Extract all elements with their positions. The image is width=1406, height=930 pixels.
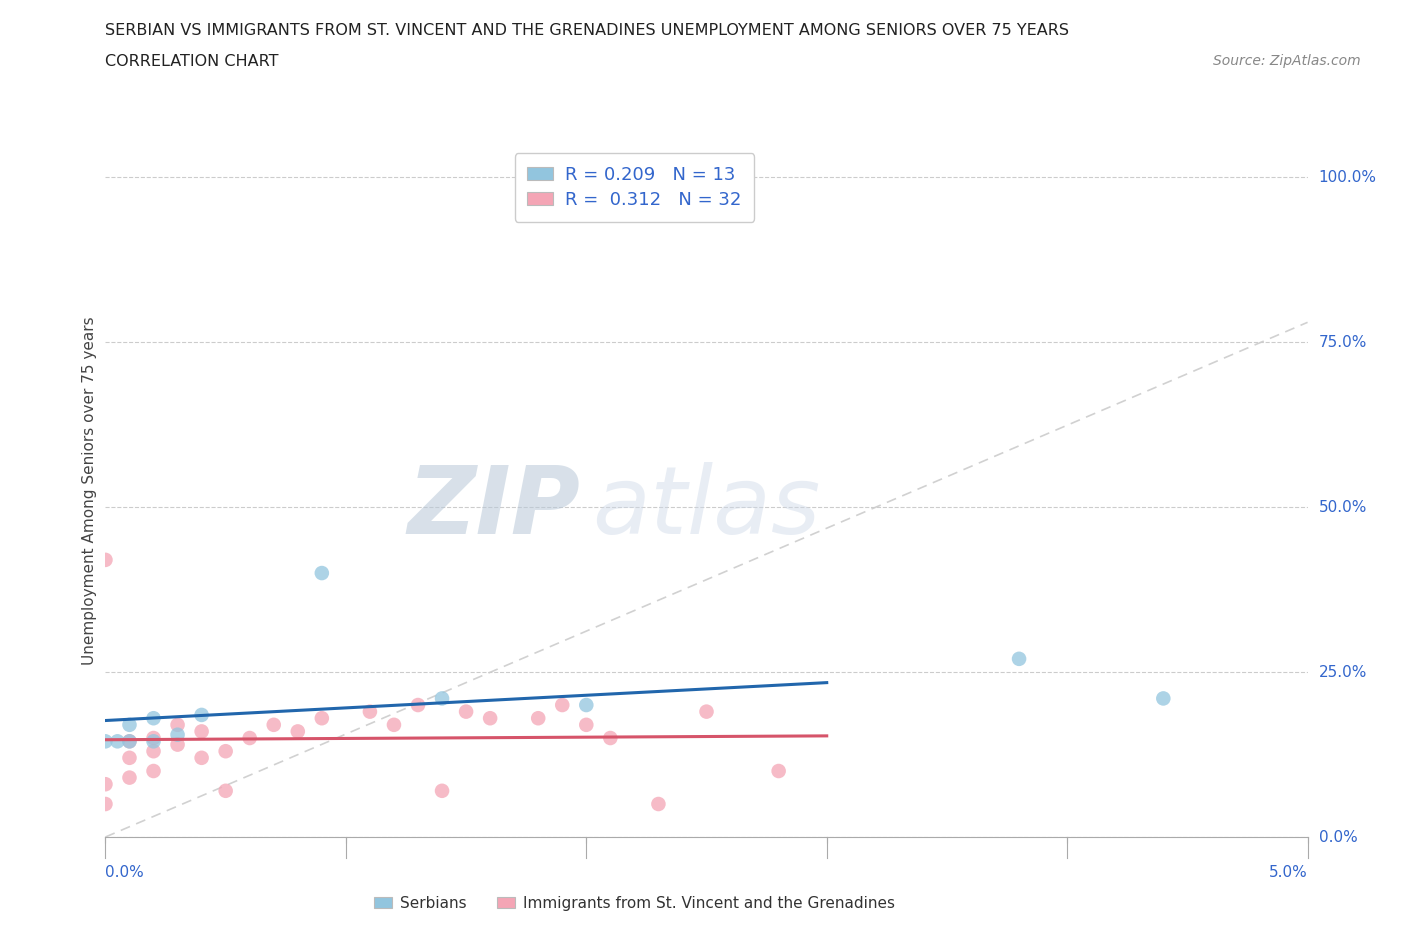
Point bbox=[118, 717, 141, 732]
Point bbox=[94, 777, 117, 791]
Point bbox=[696, 704, 718, 719]
Text: 0.0%: 0.0% bbox=[1319, 830, 1357, 844]
Text: 75.0%: 75.0% bbox=[1319, 335, 1367, 350]
Point bbox=[166, 737, 188, 752]
Text: 25.0%: 25.0% bbox=[1319, 665, 1367, 680]
Point bbox=[142, 744, 165, 759]
Point bbox=[142, 711, 165, 725]
Text: Source: ZipAtlas.com: Source: ZipAtlas.com bbox=[1213, 54, 1361, 68]
Point bbox=[768, 764, 790, 778]
Text: 100.0%: 100.0% bbox=[1319, 169, 1376, 185]
Point bbox=[311, 711, 333, 725]
Point bbox=[479, 711, 502, 725]
Text: atlas: atlas bbox=[592, 462, 821, 553]
Point bbox=[1008, 651, 1031, 666]
Text: ZIP: ZIP bbox=[408, 462, 581, 554]
Point bbox=[94, 552, 117, 567]
Point bbox=[575, 717, 598, 732]
Point bbox=[190, 708, 212, 723]
Point bbox=[142, 731, 165, 746]
Point bbox=[454, 704, 477, 719]
Point bbox=[599, 731, 621, 746]
Point bbox=[142, 764, 165, 778]
Y-axis label: Unemployment Among Seniors over 75 years: Unemployment Among Seniors over 75 years bbox=[82, 316, 97, 665]
Point bbox=[239, 731, 262, 746]
Point bbox=[118, 770, 141, 785]
Point bbox=[107, 734, 129, 749]
Point bbox=[551, 698, 574, 712]
Point bbox=[430, 691, 453, 706]
Point bbox=[166, 727, 188, 742]
Point bbox=[359, 704, 381, 719]
Point bbox=[190, 724, 212, 738]
Point bbox=[190, 751, 212, 765]
Point bbox=[94, 797, 117, 812]
Point bbox=[94, 734, 117, 749]
Text: 50.0%: 50.0% bbox=[1319, 499, 1367, 514]
Point bbox=[1152, 691, 1174, 706]
Point bbox=[263, 717, 285, 732]
Point bbox=[214, 783, 236, 798]
Point bbox=[311, 565, 333, 580]
Point bbox=[118, 751, 141, 765]
Point bbox=[166, 717, 188, 732]
Point bbox=[382, 717, 405, 732]
Point bbox=[406, 698, 429, 712]
Text: SERBIAN VS IMMIGRANTS FROM ST. VINCENT AND THE GRENADINES UNEMPLOYMENT AMONG SEN: SERBIAN VS IMMIGRANTS FROM ST. VINCENT A… bbox=[105, 23, 1070, 38]
Point bbox=[527, 711, 550, 725]
Point bbox=[575, 698, 598, 712]
Point bbox=[142, 734, 165, 749]
Text: 0.0%: 0.0% bbox=[105, 865, 145, 880]
Point bbox=[214, 744, 236, 759]
Point bbox=[430, 783, 453, 798]
Point bbox=[287, 724, 309, 738]
Point bbox=[118, 734, 141, 749]
Text: 5.0%: 5.0% bbox=[1268, 865, 1308, 880]
Text: CORRELATION CHART: CORRELATION CHART bbox=[105, 54, 278, 69]
Point bbox=[118, 734, 141, 749]
Point bbox=[647, 797, 669, 812]
Legend: Serbians, Immigrants from St. Vincent and the Grenadines: Serbians, Immigrants from St. Vincent an… bbox=[368, 890, 901, 917]
